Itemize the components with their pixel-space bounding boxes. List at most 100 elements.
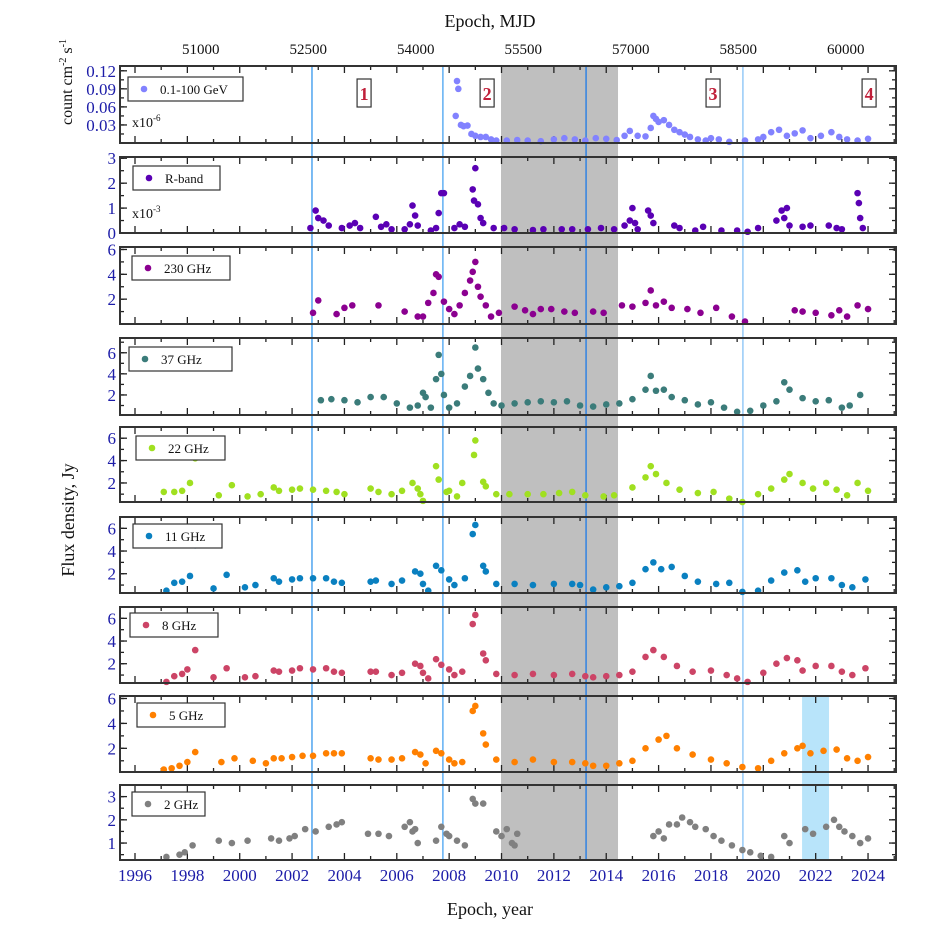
y-tick-label: 0.09 [86, 80, 116, 99]
x-tick-label: 2010 [485, 866, 519, 885]
data-point [440, 391, 448, 399]
data-point [267, 835, 275, 842]
data-point [739, 588, 746, 596]
data-point [642, 745, 649, 752]
legend-label: 8 GHz [162, 618, 197, 633]
data-point [828, 128, 835, 136]
y-tick-label: 4 [108, 452, 117, 471]
y-tick-label: 6 [108, 609, 117, 628]
data-point [160, 488, 168, 496]
data-point [430, 289, 437, 297]
data-point [524, 490, 531, 498]
data-point [341, 490, 348, 498]
data-point [495, 309, 503, 317]
data-point [681, 131, 689, 138]
data-point [401, 823, 408, 831]
data-point [419, 580, 427, 588]
legend-box [131, 791, 206, 817]
data-point [820, 747, 827, 755]
data-point [191, 646, 199, 654]
data-point [472, 611, 479, 619]
data-point [783, 654, 791, 662]
data-point [783, 132, 791, 140]
data-point [524, 399, 531, 406]
data-point [561, 134, 568, 142]
data-point [438, 750, 445, 757]
data-point [799, 308, 806, 315]
data-point [445, 305, 453, 313]
data-point [348, 302, 356, 309]
panel-0-1-100-gev: 0.120.090.060.03 0.1-100 GeV x10-6 [86, 62, 897, 146]
data-point [270, 484, 278, 491]
data-point [427, 404, 435, 411]
data-point [257, 490, 264, 498]
data-point [275, 487, 283, 495]
data-point [424, 675, 432, 682]
data-point [676, 486, 683, 493]
data-point [689, 751, 696, 758]
data-point [644, 207, 652, 214]
data-point [550, 580, 558, 588]
data-point [414, 402, 422, 409]
y-tick-label: 4 [108, 632, 117, 651]
data-point [414, 485, 422, 492]
data-point [432, 837, 440, 845]
panel-frame [119, 156, 897, 234]
data-point [487, 136, 495, 143]
panel-frame [119, 337, 897, 416]
data-point [650, 559, 657, 566]
data-point [702, 825, 710, 833]
data-point [388, 756, 395, 763]
fermi-ylabel-part: s [59, 47, 76, 57]
data-point [453, 77, 461, 85]
data-point [571, 309, 579, 317]
period-label: 3 [709, 84, 718, 104]
data-point [351, 219, 359, 227]
data-point [367, 754, 374, 762]
data-point [652, 470, 660, 478]
legend-label: 0.1-100 GeV [160, 82, 228, 97]
data-point [388, 490, 395, 498]
data-point [801, 578, 809, 585]
data-point [838, 581, 846, 589]
data-point [485, 389, 492, 397]
data-point [621, 222, 628, 229]
data-point [469, 530, 477, 538]
data-point [317, 396, 325, 404]
data-point [710, 488, 717, 496]
data-point [270, 574, 278, 582]
data-point [364, 830, 372, 838]
data-point [163, 853, 170, 861]
data-point [550, 758, 558, 766]
data-point [511, 842, 518, 849]
data-point [613, 136, 621, 144]
data-point [799, 127, 806, 134]
data-point [438, 567, 445, 574]
data-point [309, 666, 317, 673]
data-point [671, 222, 678, 229]
y-tick-label: 6 [108, 519, 117, 538]
data-point [849, 671, 856, 679]
data-point [191, 748, 199, 756]
data-point [757, 852, 765, 860]
data-point [744, 228, 751, 236]
data-point [170, 672, 178, 680]
data-point [568, 580, 576, 588]
data-point [652, 387, 660, 395]
data-point [270, 667, 278, 674]
data-point [432, 655, 440, 663]
data-point [419, 313, 427, 320]
data-point [492, 756, 500, 763]
data-point [244, 493, 251, 500]
data-point [435, 273, 442, 281]
data-point [452, 112, 460, 120]
data-point [799, 742, 806, 750]
data-point [581, 672, 589, 680]
data-point [417, 490, 424, 498]
data-point [322, 664, 330, 672]
data-point [309, 486, 317, 493]
data-point [451, 581, 458, 589]
data-point [296, 485, 304, 492]
data-point [438, 370, 445, 378]
data-point [435, 351, 442, 359]
